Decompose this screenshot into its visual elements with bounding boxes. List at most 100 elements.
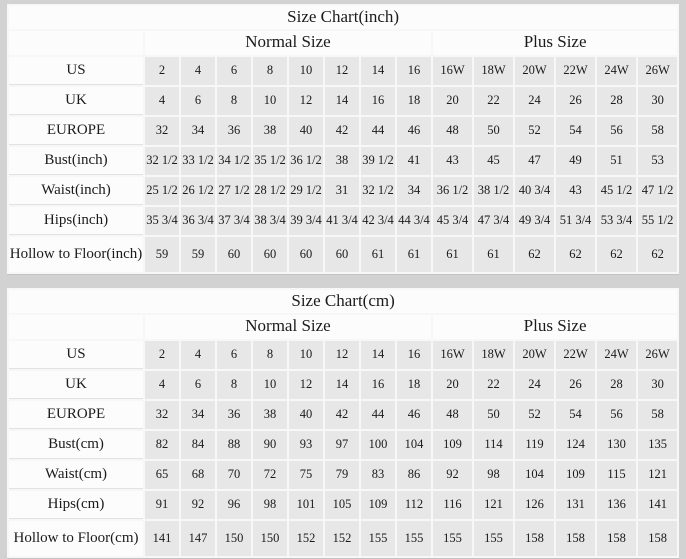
table-row: Bust(inch) 32 1/2 33 1/2 34 1/2 35 1/2 36 1/2… [9,146,678,175]
size-value-cell: 16W [433,56,472,85]
size-value-cell: 40 [289,400,323,429]
size-value-cell: 96 [217,490,251,519]
size-value-cell: 14 [361,56,395,85]
size-value-cell: 36 3/4 [181,206,215,235]
size-value-cell: 43 [433,146,472,175]
size-value-cell: 35 1/2 [253,146,287,175]
size-value-cell: 130 [597,430,636,459]
size-value-cell: 155 [397,520,431,556]
size-value-cell: 115 [597,460,636,489]
size-value-cell: 24 [515,86,554,115]
size-group-header: Normal Size [145,315,431,339]
size-value-cell: 35 3/4 [145,206,179,235]
size-value-cell: 36 1/2 [433,176,472,205]
size-value-cell: 10 [289,56,323,85]
size-value-cell: 86 [397,460,431,489]
size-value-cell: 152 [289,520,323,556]
size-value-cell: 62 [556,236,595,272]
size-value-cell: 65 [145,460,179,489]
size-value-cell: 52 [515,116,554,145]
size-value-cell: 158 [597,520,636,556]
size-value-cell: 62 [515,236,554,272]
corner-cell [9,31,143,55]
size-value-cell: 114 [474,430,513,459]
size-value-cell: 155 [474,520,513,556]
size-value-cell: 50 [474,116,513,145]
size-value-cell: 49 3/4 [515,206,554,235]
size-value-cell: 20W [515,340,554,369]
size-value-cell: 155 [433,520,472,556]
size-group-header-row: Normal Size Plus Size [9,31,678,55]
size-value-cell: 38 3/4 [253,206,287,235]
table-title: Size Chart(cm) [9,289,678,314]
size-value-cell: 18 [397,370,431,399]
size-value-cell: 101 [289,490,323,519]
size-value-cell: 56 [597,400,636,429]
size-value-cell: 14 [325,370,359,399]
size-value-cell: 44 3/4 [397,206,431,235]
size-value-cell: 88 [217,430,251,459]
size-value-cell: 38 [253,116,287,145]
size-value-cell: 18W [474,340,513,369]
size-value-cell: 47 [515,146,554,175]
size-value-cell: 39 3/4 [289,206,323,235]
size-value-cell: 28 [597,86,636,115]
table-row: Hollow to Floor(cm) 141 147 150 150 152 152 155… [9,520,678,556]
size-value-cell: 12 [289,370,323,399]
size-value-cell: 34 [181,400,215,429]
size-value-cell: 16 [361,86,395,115]
table-row: Hips(cm) 91 92 96 98 101 105 109 112 116 121 126 131… [9,490,678,519]
size-value-cell: 8 [253,56,287,85]
size-value-cell: 109 [556,460,595,489]
size-value-cell: 38 [253,400,287,429]
row-label: Hips(cm) [9,490,143,519]
size-value-cell: 12 [325,340,359,369]
size-value-cell: 39 1/2 [361,146,395,175]
size-value-cell: 6 [181,86,215,115]
size-value-cell: 38 1/2 [474,176,513,205]
table-row: Hollow to Floor(inch) 59 59 60 60 60 60 61 61 61 6… [9,236,678,272]
size-value-cell: 12 [325,56,359,85]
size-value-cell: 8 [217,370,251,399]
size-value-cell: 126 [515,490,554,519]
size-value-cell: 30 [638,86,678,115]
size-value-cell: 141 [145,520,179,556]
size-value-cell: 61 [361,236,395,272]
size-value-cell: 58 [638,400,678,429]
size-value-cell: 6 [217,56,251,85]
size-value-cell: 36 [217,116,251,145]
size-value-cell: 75 [289,460,323,489]
size-chart-cm-table: Size Chart(cm) Normal Size Plus Size US 2 4 6 8… [7,287,680,559]
size-value-cell: 12 [289,86,323,115]
size-value-cell: 36 [217,400,251,429]
row-label: EUROPE [9,116,143,145]
size-value-cell: 2 [145,56,179,85]
size-value-cell: 47 1/2 [638,176,678,205]
size-value-cell: 37 3/4 [217,206,251,235]
size-value-cell: 4 [145,370,179,399]
size-value-cell: 48 [433,400,472,429]
size-value-cell: 84 [181,430,215,459]
size-value-cell: 62 [597,236,636,272]
size-value-cell: 79 [325,460,359,489]
row-label: US [9,56,143,85]
size-value-cell: 119 [515,430,554,459]
size-value-cell: 16 [397,340,431,369]
size-value-cell: 70 [217,460,251,489]
size-value-cell: 141 [638,490,678,519]
size-value-cell: 47 3/4 [474,206,513,235]
size-group-header: Plus Size [433,31,678,55]
table-row: US 2 4 6 8 10 12 14 16 16W 18W 20W 22W 24W 26W [9,56,678,85]
size-value-cell: 29 1/2 [289,176,323,205]
size-value-cell: 62 [638,236,678,272]
table-row: US 2 4 6 8 10 12 14 16 16W 18W 20W 22W 24W 26W [9,340,678,369]
size-value-cell: 104 [515,460,554,489]
table-row: Bust(cm) 82 84 88 90 93 97 100 104 109 114 119 124 13… [9,430,678,459]
size-value-cell: 24 [515,370,554,399]
size-value-cell: 53 3/4 [597,206,636,235]
row-label: US [9,340,143,369]
table-row: Waist(cm) 65 68 70 72 75 79 83 86 92 98 104 109 115 12… [9,460,678,489]
size-value-cell: 26 [556,86,595,115]
size-value-cell: 32 [145,400,179,429]
size-value-cell: 27 1/2 [217,176,251,205]
